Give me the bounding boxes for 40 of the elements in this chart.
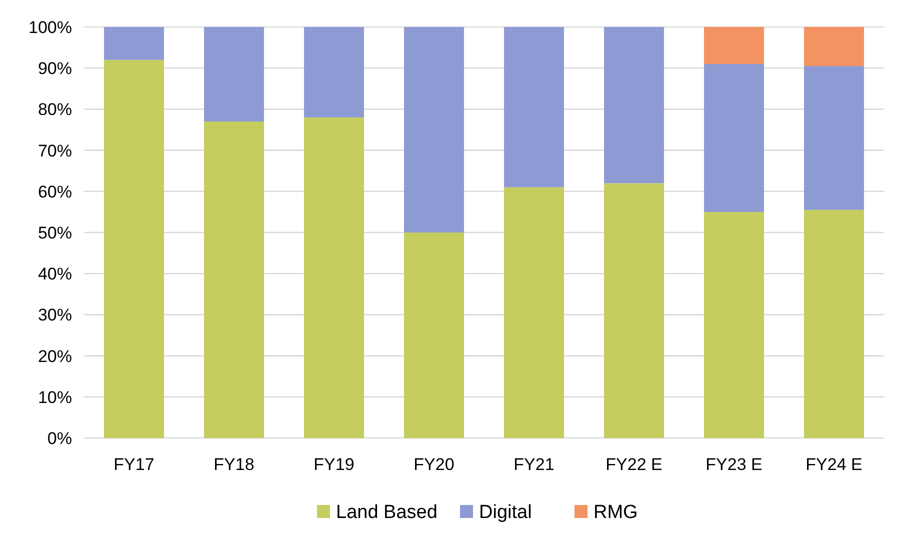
bar xyxy=(404,232,464,438)
bar xyxy=(604,183,664,438)
bar xyxy=(704,64,764,212)
y-tick-label: 10% xyxy=(38,388,72,407)
x-tick-label: FY20 xyxy=(414,455,454,474)
y-tick-label: 0% xyxy=(47,428,72,448)
bar xyxy=(204,27,264,122)
y-tick-label: 80% xyxy=(38,100,72,120)
bar xyxy=(204,122,264,438)
bar xyxy=(504,27,564,188)
x-tick-label: FY17 xyxy=(114,455,154,474)
x-tick-label: FY18 xyxy=(214,455,254,474)
x-tick-label: FY19 xyxy=(314,455,354,474)
bar xyxy=(304,27,364,118)
bar xyxy=(804,66,864,210)
bar xyxy=(104,27,164,60)
x-tick-label: FY24 E xyxy=(806,455,862,474)
bar xyxy=(304,117,364,438)
bar xyxy=(804,210,864,438)
x-tick-label: FY23 E xyxy=(706,455,762,474)
y-tick-label: 40% xyxy=(38,264,72,284)
y-tick-label: 70% xyxy=(38,141,72,160)
x-tick-label: FY21 xyxy=(514,455,554,474)
y-tick-label: 100% xyxy=(28,18,72,37)
legend-label: Land Based xyxy=(336,502,438,523)
bar xyxy=(404,27,464,232)
legend-label: RMG xyxy=(594,502,638,523)
legend-label: Digital xyxy=(479,502,532,523)
bar xyxy=(104,60,164,438)
bar xyxy=(704,27,764,64)
bar xyxy=(504,187,564,438)
bar xyxy=(704,212,764,438)
y-tick-label: 60% xyxy=(38,182,72,202)
y-tick-label: 50% xyxy=(38,223,72,242)
y-tick-label: 20% xyxy=(38,346,72,366)
y-tick-label: 30% xyxy=(38,306,72,325)
x-tick-label: FY22 E xyxy=(606,455,662,474)
bar xyxy=(604,27,664,184)
bar xyxy=(804,27,864,66)
y-tick-label: 90% xyxy=(38,59,72,78)
